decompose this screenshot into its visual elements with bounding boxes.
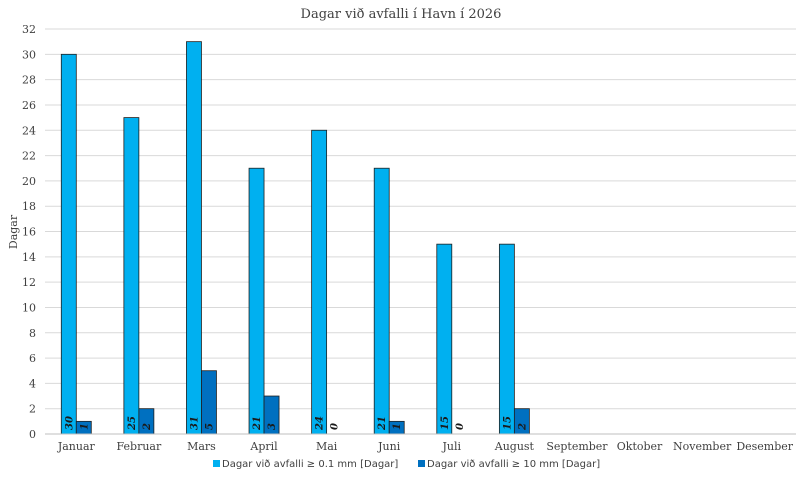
x-tick-label: Juni — [377, 440, 401, 453]
x-axis-ticks: Januar Februar Mars April Mai Juni Juli August S… — [57, 440, 794, 453]
legend-label: Dagar við avfalli ≥ 10 mm [Dagar] — [427, 459, 600, 470]
y-tick-label: 2 — [29, 403, 36, 416]
bar — [123, 117, 140, 435]
bar — [498, 243, 515, 435]
x-tick-label: Mai — [316, 440, 338, 453]
legend-swatch — [213, 460, 220, 467]
y-tick-label: 4 — [29, 377, 36, 390]
legend: Dagar við avfalli ≥ 0.1 mm [Dagar] Dagar … — [213, 459, 600, 470]
y-tick-label: 16 — [22, 226, 36, 239]
x-tick-label: Oktober — [617, 440, 663, 453]
y-tick-label: 32 — [22, 23, 36, 36]
y-tick-label: 20 — [22, 175, 36, 188]
data-label: 15 — [502, 416, 513, 430]
data-label: 15 — [440, 416, 451, 430]
y-tick-label: 28 — [22, 74, 36, 87]
x-tick-label: Juli — [442, 440, 462, 453]
y-tick-label: 30 — [22, 48, 36, 61]
x-tick-label: September — [546, 440, 608, 453]
bar — [186, 41, 202, 435]
gridlines — [45, 28, 796, 410]
y-tick-label: 18 — [22, 200, 36, 213]
data-label: 25 — [127, 416, 138, 431]
data-label: 21 — [377, 416, 388, 431]
y-tick-label: 14 — [22, 251, 36, 264]
x-tick-label: August — [494, 440, 535, 453]
x-tick-label: Februar — [117, 440, 162, 453]
data-label: 1 — [392, 423, 403, 430]
data-label: 24 — [315, 416, 326, 431]
data-labels: 30 1 25 2 31 5 21 3 24 0 21 1 15 0 15 2 — [64, 416, 528, 431]
x-tick-label: April — [249, 440, 278, 453]
data-label: 2 — [517, 423, 528, 431]
data-label: 0 — [330, 423, 341, 430]
data-label: 2 — [142, 423, 153, 431]
y-tick-label: 24 — [22, 124, 36, 137]
bar — [248, 167, 265, 435]
x-tick-label: Desember — [736, 440, 793, 453]
bar — [373, 167, 390, 435]
x-tick-label: Januar — [57, 440, 96, 453]
y-tick-label: 12 — [22, 276, 36, 289]
data-label: 3 — [267, 423, 278, 430]
data-label: 30 — [64, 416, 75, 430]
legend-swatch — [418, 460, 425, 467]
y-axis-label: Dagar — [7, 214, 20, 249]
y-tick-label: 0 — [29, 428, 36, 441]
y-tick-label: 6 — [29, 352, 36, 365]
bar — [60, 53, 77, 435]
bars — [60, 41, 530, 435]
bar — [311, 129, 328, 435]
data-label: 0 — [455, 423, 466, 430]
data-label: 21 — [252, 416, 263, 431]
x-tick-label: Mars — [187, 440, 216, 453]
y-tick-label: 8 — [29, 327, 36, 340]
y-tick-label: 10 — [22, 301, 36, 314]
x-tick-label: November — [673, 440, 732, 453]
chart-title: Dagar við avfalli í Havn í 2026 — [301, 7, 502, 22]
data-label: 31 — [189, 416, 200, 430]
data-label: 5 — [204, 423, 215, 430]
y-tick-label: 22 — [22, 150, 36, 163]
data-label: 1 — [79, 423, 90, 430]
y-tick-label: 26 — [22, 99, 36, 112]
bar — [436, 243, 453, 435]
legend-label: Dagar við avfalli ≥ 0.1 mm [Dagar] — [222, 459, 398, 470]
